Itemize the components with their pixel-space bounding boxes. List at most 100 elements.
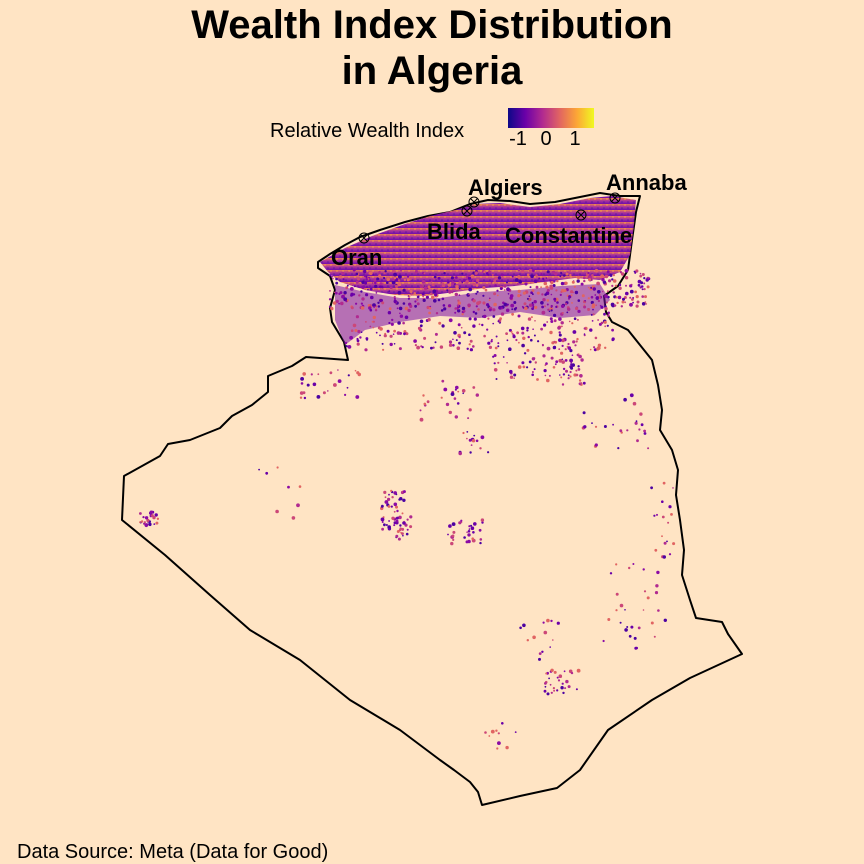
- settlement-point: [634, 290, 637, 294]
- settlement-point: [611, 284, 614, 287]
- settlement-point: [512, 335, 516, 339]
- settlement-point: [488, 345, 492, 349]
- settlement-point: [369, 304, 372, 307]
- settlement-point: [576, 337, 579, 341]
- settlement-point: [432, 289, 437, 294]
- settlement-point: [471, 537, 475, 540]
- settlement-point: [406, 278, 410, 282]
- settlement-point: [517, 275, 521, 279]
- settlement-point: [467, 303, 471, 308]
- settlement-point: [521, 361, 525, 365]
- settlement-point: [378, 270, 381, 274]
- settlement-point: [475, 284, 479, 287]
- settlement-point: [540, 327, 543, 331]
- settlement-point: [590, 286, 593, 289]
- settlement-point: [663, 618, 667, 622]
- settlement-point: [443, 272, 446, 275]
- settlement-point: [413, 339, 417, 343]
- settlement-point: [426, 400, 430, 404]
- settlement-point: [625, 284, 627, 287]
- settlement-point: [536, 378, 539, 381]
- settlement-point: [588, 278, 592, 282]
- settlement-point: [517, 365, 522, 369]
- settlement-point: [465, 280, 469, 284]
- settlement-point: [346, 270, 349, 273]
- settlement-point: [558, 317, 562, 321]
- settlement-point: [387, 311, 392, 315]
- settlement-point: [448, 340, 453, 344]
- settlement-point: [484, 288, 488, 292]
- settlement-point: [440, 396, 443, 399]
- settlement-point: [623, 296, 627, 299]
- settlement-point: [493, 354, 497, 357]
- settlement-point: [393, 524, 396, 527]
- settlement-point: [140, 520, 144, 523]
- settlement-point: [410, 293, 413, 296]
- settlement-point: [600, 274, 605, 278]
- settlement-point: [393, 510, 396, 513]
- settlement-point: [445, 402, 450, 407]
- settlement-point: [390, 489, 393, 492]
- settlement-point: [548, 677, 550, 680]
- settlement-point: [661, 500, 664, 504]
- settlement-point: [287, 485, 290, 489]
- city-marker-algiers: [468, 196, 480, 208]
- settlement-point: [544, 682, 547, 685]
- settlement-point: [397, 321, 401, 325]
- settlement-point: [553, 340, 556, 343]
- settlement-point: [497, 320, 500, 323]
- settlement-point: [553, 319, 557, 323]
- settlement-point: [528, 360, 532, 364]
- settlement-point: [526, 329, 529, 332]
- settlement-point: [156, 517, 160, 520]
- settlement-point: [441, 283, 446, 288]
- settlement-point: [462, 309, 466, 313]
- settlement-point: [258, 468, 260, 471]
- settlement-point: [404, 306, 409, 311]
- settlement-point: [639, 412, 643, 416]
- settlement-point: [559, 293, 562, 296]
- settlement-point: [506, 281, 508, 284]
- settlement-point: [564, 348, 567, 351]
- settlement-point: [356, 371, 360, 375]
- settlement-point: [632, 563, 635, 565]
- legend-title: Relative Wealth Index: [270, 120, 465, 142]
- settlement-point: [571, 354, 574, 357]
- settlement-point: [637, 283, 641, 287]
- settlement-point: [470, 526, 475, 530]
- settlement-point: [375, 307, 377, 310]
- settlement-point: [663, 541, 667, 545]
- settlement-point: [327, 390, 329, 392]
- settlement-point: [555, 305, 558, 308]
- settlement-point: [453, 331, 457, 335]
- settlement-point: [335, 281, 339, 285]
- settlement-point: [480, 435, 485, 440]
- settlement-point: [499, 287, 503, 290]
- settlement-point: [624, 301, 627, 304]
- settlement-point: [452, 538, 455, 542]
- settlement-point: [403, 332, 406, 336]
- settlement-point: [390, 505, 393, 508]
- settlement-point: [501, 273, 504, 277]
- settlement-point: [575, 369, 578, 372]
- settlement-point: [644, 295, 647, 299]
- settlement-point: [493, 302, 497, 307]
- settlement-point: [618, 286, 622, 290]
- settlement-point: [549, 286, 554, 290]
- settlement-point: [653, 514, 656, 517]
- settlement-point: [661, 535, 663, 538]
- settlement-point: [597, 319, 599, 321]
- settlement-point: [506, 339, 509, 342]
- settlement-point: [526, 273, 530, 277]
- settlement-point: [580, 382, 583, 385]
- settlement-point: [347, 345, 352, 349]
- settlement-point: [656, 570, 660, 575]
- settlement-point: [330, 306, 334, 311]
- settlement-point: [545, 362, 548, 365]
- settlement-point: [636, 439, 639, 443]
- settlement-point: [543, 323, 547, 327]
- settlement-point: [563, 670, 566, 673]
- settlement-point: [473, 317, 477, 321]
- settlement-point: [513, 373, 517, 377]
- settlement-point: [472, 345, 475, 348]
